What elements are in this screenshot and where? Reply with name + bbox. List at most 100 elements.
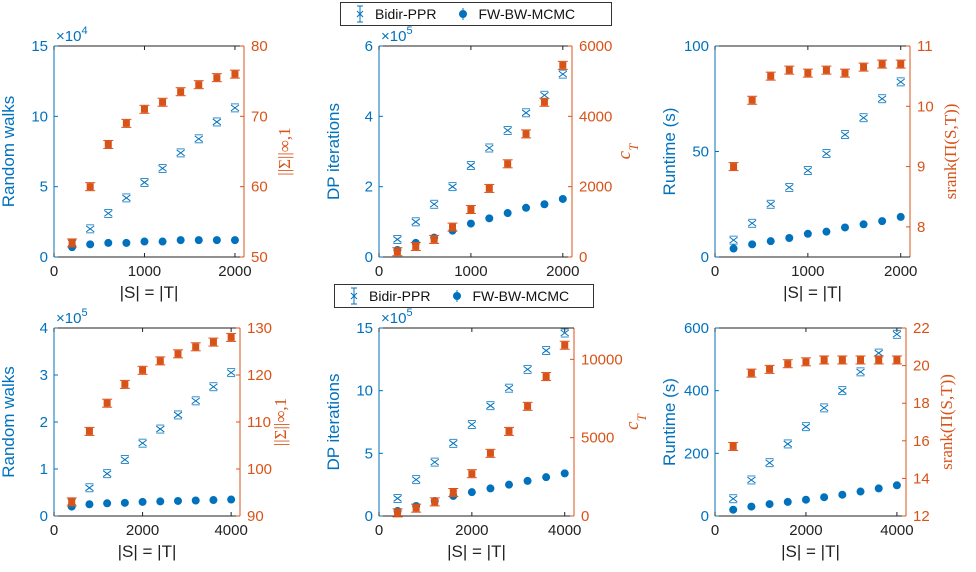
blue-dot-point [103,499,112,508]
orange-square-point [429,497,440,507]
blue-dot-point [874,484,883,493]
blue-dot-point [838,490,847,499]
blue-cross-point [523,364,532,374]
y2-axis-label: ||Σ||∞,1 [275,127,294,175]
y-tick-label: 400 [684,383,709,400]
y2-tick-label: 4000 [579,108,612,125]
orange-square-point [821,65,832,75]
orange-square-point [485,448,496,458]
y2-tick-label: 130 [247,320,272,337]
dot-marker-icon [459,8,468,20]
square-marker [540,98,548,106]
y2-tick-label: 110 [247,414,271,431]
blue-cross-point [191,396,201,406]
blue-dot-point [859,220,868,229]
blue-dot-point [485,214,494,223]
y-tick-label: 4 [365,108,373,125]
y-tick-label: 3 [40,367,48,384]
orange-square-point [858,62,869,72]
cross-stroke [226,369,236,377]
blue-cross-point [558,69,568,79]
square-marker [449,223,457,231]
blue-dot-point [892,481,901,490]
y-axis-label: Random walks [0,96,18,208]
orange-square-point [429,234,440,244]
x-tick-label: 1000 [454,263,487,280]
cross-stroke [803,167,813,174]
blue-dot-point [503,209,512,218]
cross-stroke [393,495,402,502]
cross-stroke [503,127,512,134]
orange-square-point [521,129,532,139]
blue-cross-point [503,126,512,135]
blue-cross-point [819,403,829,413]
x-tick-label: 0 [50,263,58,280]
square-marker [394,509,402,517]
blue-cross-point [467,420,477,429]
x-tick-label: 1000 [128,263,161,280]
orange-square-point [392,247,403,257]
orange-square-point [410,241,421,251]
cross-stroke [85,225,95,233]
orange-square-point [465,205,476,215]
y-tick-label: 0 [40,249,48,266]
blue-dot-point [785,234,794,243]
cross-stroke [194,135,204,143]
square-marker [430,235,438,243]
blue-cross-point [209,382,218,392]
blue-dot-point [803,229,812,238]
square-marker [766,365,774,373]
chart-panel-6: 0 2000 4000 0 200 400 600 12 14 16 18 20 22 |S| = |T|… [660,320,956,561]
x-tick-label: 0 [711,522,719,539]
y2-tick-label: 8 [917,219,925,236]
orange-square-point [559,340,570,350]
square-marker [561,341,569,349]
orange-square-point [782,359,793,369]
cross-stroke [558,70,568,78]
square-marker [449,489,457,496]
square-marker [729,442,737,450]
cross-stroke [411,218,421,226]
cross-stroke [176,149,185,157]
legend-label-fw: FW-BW-MCMC [478,6,576,22]
orange-square-point [765,71,776,81]
y2-tick-label: 22 [913,320,930,337]
y-tick-label: 0 [701,249,709,266]
square-marker [486,449,494,457]
cross-stroke [429,200,439,208]
cross-stroke [230,104,240,112]
cross-stroke [209,383,218,391]
y2-tick-label: 2000 [579,179,612,196]
cross-stroke [521,109,531,117]
square-marker [393,248,401,256]
orange-square-point [193,80,204,90]
y2-axis-label: ||Σ||∞,1 [271,398,290,446]
chart-panel-1: 0 1000 2000 0 5 10 15 50 60 70 80 ×104 |S| = |T| Rand… [0,25,294,302]
blue-dot-point [729,244,738,253]
cross-stroke [484,144,494,152]
square-marker [784,360,792,368]
blue-dot-point [540,200,549,209]
blue-cross-point [840,130,850,140]
blue-dot-point [896,212,905,221]
x-tick-label: 2000 [455,522,488,539]
x-axis-label: |S| = |T| [447,542,506,561]
square-marker [893,356,901,364]
y2-tick-label: 80 [251,38,268,55]
x-tick-label: 2000 [218,263,251,280]
y2-tick-label: 90 [247,508,264,525]
cross-stroke [896,78,906,86]
blue-cross-point [784,182,794,192]
orange-square-point [855,355,866,365]
y-tick-label: 50 [692,144,709,161]
legend-entry-fw: FW-BW-MCMC [446,287,569,305]
orange-square-point [84,426,95,436]
cross-stroke [486,402,495,410]
blue-dot-point [467,488,476,497]
orange-square-point [229,69,240,79]
cross-stroke [173,411,183,419]
square-marker [174,350,182,358]
cross-stroke [838,387,847,395]
cross-stroke [103,209,113,217]
orange-square-point [173,349,183,359]
